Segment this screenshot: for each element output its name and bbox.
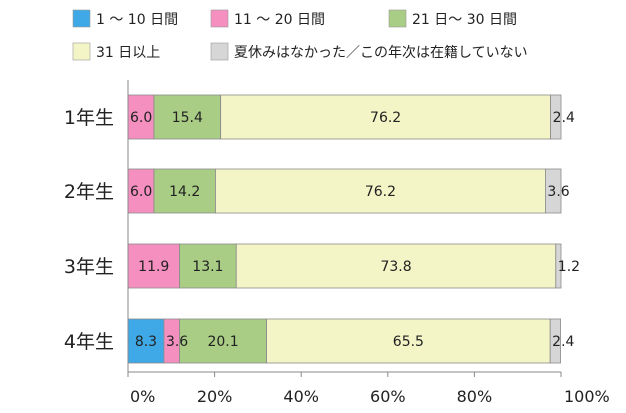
- value-label-3-2: 11.9: [138, 259, 169, 275]
- legend-label-1: 1 〜 10 日間: [96, 12, 178, 28]
- legend-swatch-1: [72, 9, 91, 28]
- category-label-2: 2年生: [64, 181, 114, 203]
- category-label-3: 3年生: [64, 256, 114, 278]
- value-label-4-1: 8.3: [135, 334, 157, 350]
- value-label-2-3: 14.2: [169, 184, 200, 200]
- category-label-1: 1年生: [64, 107, 114, 129]
- value-label-3-5: 1.2: [558, 259, 580, 275]
- bar-segment-2-3: [153, 168, 216, 214]
- value-label-2-4: 76.2: [365, 184, 396, 200]
- bar-segment-3-3: [179, 243, 237, 289]
- x-tick-label-1: 0%: [130, 387, 155, 406]
- legend-swatch-3: [388, 9, 407, 28]
- bar-segment-4-5: [549, 318, 561, 364]
- x-axis-ticks: 0% 20% 40% 60% 80% 100%: [127, 372, 610, 406]
- x-tick-label-2: 20%: [197, 387, 233, 406]
- value-label-4-3: 20.1: [207, 334, 238, 350]
- legend: 1 〜 10 日間 11 〜 20 日間 21 日〜 30 日間 31 日以上 夏休みは…: [72, 9, 528, 61]
- legend-label-3: 21 日〜 30 日間: [412, 12, 517, 28]
- legend-swatch-2: [210, 9, 229, 28]
- bar-segment-2-4: [215, 168, 546, 214]
- value-label-3-4: 73.8: [380, 259, 411, 275]
- value-label-1-2: 6.0: [130, 110, 152, 126]
- bar-segment-1-5: [550, 94, 562, 140]
- legend-swatch-4: [72, 42, 91, 61]
- value-labels: 6.0 15.4 76.2 2.4 6.0 14.2 76.2 3.6 11.9 13.1 73.8…: [130, 110, 580, 350]
- value-label-4-2: 3.6: [166, 334, 188, 350]
- value-label-1-3: 15.4: [172, 110, 203, 126]
- bar-segment-4-4: [266, 318, 551, 364]
- bar-segment-3-2: [127, 243, 180, 289]
- x-tick-label-5: 80%: [457, 387, 493, 406]
- bar-segment-2-5: [545, 168, 562, 214]
- bar-segment-1-4: [220, 94, 552, 140]
- legend-swatch-5: [210, 42, 229, 61]
- x-tick-label-3: 40%: [283, 387, 319, 406]
- bar-segment-4-1: [127, 318, 165, 364]
- category-labels: 1年生 2年生 3年生 4年生: [64, 107, 114, 353]
- bar-segment-3-5: [555, 243, 562, 289]
- value-label-2-5: 3.6: [547, 184, 569, 200]
- bar-segment-3-4: [235, 243, 557, 289]
- x-tick-label-6: 100%: [564, 387, 610, 406]
- value-label-4-5: 2.4: [552, 334, 574, 350]
- value-label-2-2: 6.0: [130, 184, 152, 200]
- bar-segment-1-3: [153, 94, 222, 140]
- x-tick-label-4: 60%: [370, 387, 406, 406]
- legend-label-4: 31 日以上: [96, 45, 160, 61]
- value-label-1-5: 2.4: [553, 110, 575, 126]
- legend-label-2: 11 〜 20 日間: [234, 12, 325, 28]
- bars: [127, 94, 562, 364]
- category-label-4: 4年生: [64, 331, 114, 353]
- value-label-1-4: 76.2: [370, 110, 401, 126]
- value-label-4-4: 65.5: [393, 334, 424, 350]
- value-label-3-3: 13.1: [192, 259, 223, 275]
- legend-label-5: 夏休みはなかった／この年次は在籍していない: [234, 44, 528, 61]
